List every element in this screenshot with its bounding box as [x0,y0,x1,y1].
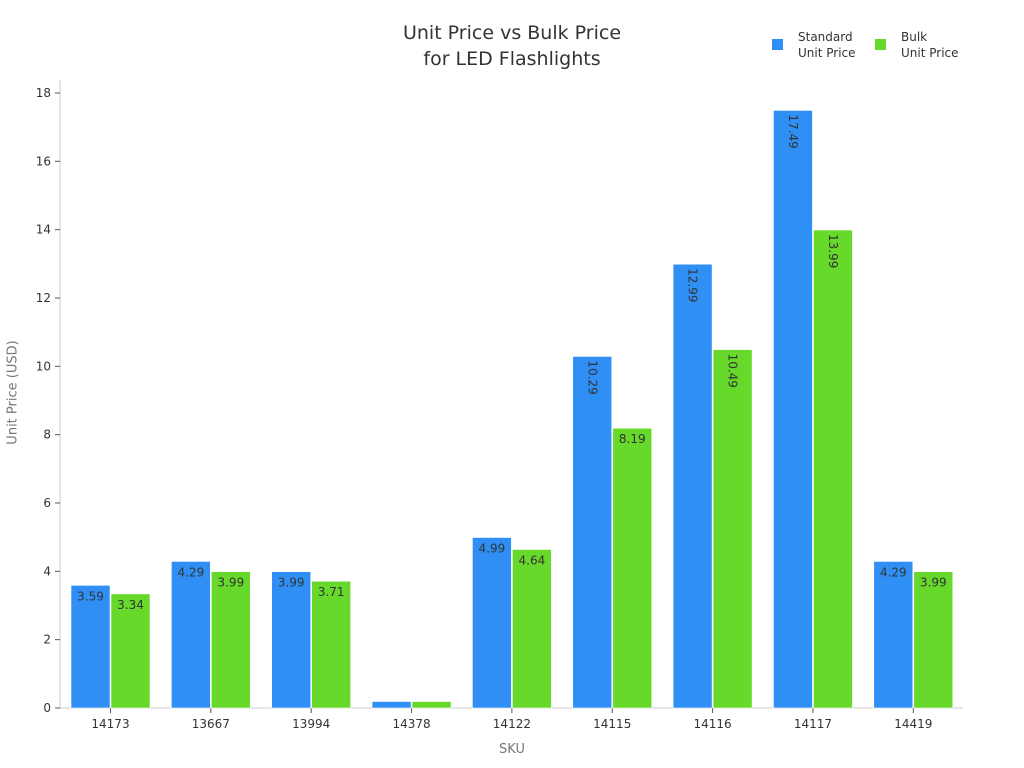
y-tick-label: 0 [43,701,51,715]
bar-standard-14117[interactable] [773,110,813,709]
bar-value-label: 13.99 [826,234,840,268]
bar-standard-13667[interactable] [171,561,211,709]
bar-value-label: 4.99 [479,542,506,556]
x-tick-label: 13667 [192,717,230,731]
bar-value-label: 3.99 [217,576,244,590]
x-tick-label: 13994 [292,717,330,731]
bar-value-label: 3.99 [920,576,947,590]
y-tick-label: 12 [36,291,51,305]
x-tick-label: 14419 [894,717,932,731]
y-tick-label: 6 [43,496,51,510]
bar-bulk-13994[interactable] [311,580,352,709]
y-tick-label: 8 [43,428,51,442]
bar-value-label: 10.29 [585,360,599,394]
bar-value-label: 4.29 [177,565,204,579]
legend-swatch-standard [772,39,783,50]
chart-title-line-1: Unit Price vs Bulk Price [402,22,622,44]
bar-value-label: 3.71 [318,585,345,599]
x-tick-label: 14117 [794,717,832,731]
x-tick-label: 14122 [493,717,531,731]
y-tick-label: 14 [36,223,51,237]
bar-standard-14419[interactable] [873,561,914,709]
bar-standard-14378[interactable] [371,701,412,709]
bar-bulk-14117[interactable] [813,229,853,709]
x-tick-label: 14116 [694,717,732,731]
y-tick-label: 2 [43,633,51,647]
y-tick-label: 16 [36,154,51,168]
bar-bulk-14419[interactable] [913,571,954,709]
bar-value-label: 3.99 [278,576,305,590]
bar-value-label: 4.64 [519,553,546,567]
bar-value-label: 17.49 [786,114,800,148]
bar-bulk-14116[interactable] [712,349,753,709]
y-tick-label: 18 [36,86,51,100]
x-tick-label: 14115 [593,717,631,731]
y-tick-label: 4 [43,564,51,578]
bar-standard-14115[interactable] [572,356,613,709]
legend-swatch-bulk [875,39,886,50]
bar-value-label: 3.34 [117,598,144,612]
bar-value-label: 8.19 [619,432,646,446]
legend-label-standard-1: Standard [798,30,853,44]
x-tick-label: 14173 [91,717,129,731]
bar-value-label: 10.49 [726,354,740,388]
bar-value-label: 4.29 [880,565,907,579]
bar-standard-14122[interactable] [472,537,512,709]
x-tick-label: 14378 [392,717,430,731]
bar-bulk-14173[interactable] [110,593,151,709]
legend-label-bulk-1: Bulk [901,30,928,44]
y-tick-label: 10 [36,359,51,373]
bar-bulk-13667[interactable] [211,571,251,709]
bar-standard-13994[interactable] [271,571,312,709]
bar-standard-14173[interactable] [70,585,111,709]
bar-bulk-14122[interactable] [512,549,552,709]
bar-standard-14116[interactable] [672,263,713,709]
chart-title-line-2: for LED Flashlights [423,48,601,70]
x-axis-label: SKU [499,742,525,757]
bar-value-label: 12.99 [686,268,700,302]
bar-value-label: 3.59 [77,589,104,603]
legend-label-bulk-2: Unit Price [901,46,959,60]
bar-bulk-14115[interactable] [612,427,653,709]
legend-label-standard-2: Unit Price [798,46,856,60]
bar-bulk-14378[interactable] [411,701,452,709]
